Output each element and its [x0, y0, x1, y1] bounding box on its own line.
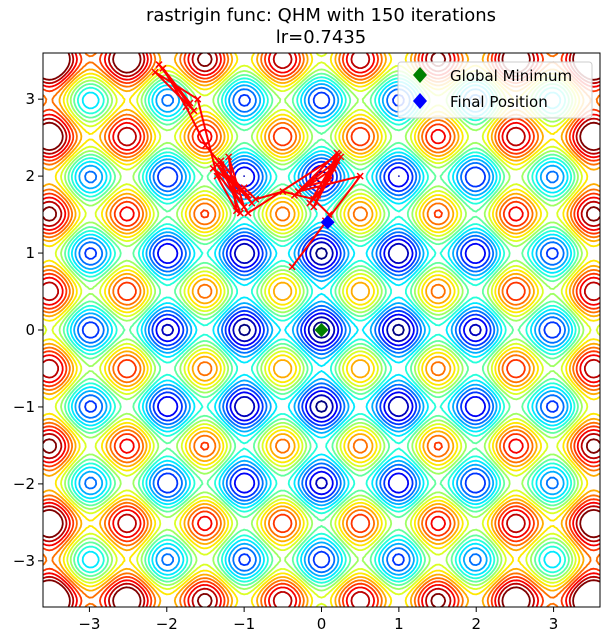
x-axis: −3 −2 −1 0 1 2 3	[78, 607, 558, 633]
contour-level	[155, 164, 488, 496]
optimizer-path-line	[154, 63, 363, 268]
contour-level	[43, 53, 600, 607]
path-point-marker	[334, 151, 343, 159]
path-point-marker	[236, 209, 244, 217]
path-point-marker	[151, 68, 159, 76]
path-point-marker	[279, 187, 287, 196]
legend-global-minimum-label: Global Minimum	[450, 67, 572, 85]
x-tick-label: −2	[156, 615, 178, 633]
x-tick-label: 2	[471, 615, 481, 633]
path-point-marker	[329, 164, 337, 172]
chart-subtitle: lr=0.7435	[276, 27, 366, 48]
contour-level	[238, 247, 405, 413]
final-position-marker	[320, 215, 335, 230]
path-point-marker	[232, 207, 240, 215]
contour-level	[69, 79, 574, 581]
path-point-marker	[290, 191, 298, 199]
y-tick-label: −1	[13, 398, 35, 416]
path-point-marker	[159, 64, 167, 72]
legend-final-position-marker	[413, 93, 427, 109]
path-point-marker	[182, 103, 190, 111]
contour-level	[77, 86, 566, 574]
y-tick-label: −3	[13, 552, 35, 570]
x-tick-label: 1	[394, 615, 404, 633]
contour-level	[81, 91, 562, 569]
path-point-marker	[232, 187, 240, 196]
x-tick-label: −3	[78, 615, 100, 633]
path-point-marker	[325, 176, 333, 184]
path-point-marker	[298, 184, 306, 192]
contour-level	[62, 72, 581, 588]
path-point-marker	[240, 203, 248, 211]
global-minimum-marker	[314, 323, 329, 337]
path-point-marker	[217, 161, 225, 169]
path-point-marker	[240, 184, 248, 192]
path-point-marker	[221, 168, 229, 176]
point-markers	[314, 215, 335, 337]
x-tick-label: 0	[317, 615, 327, 633]
x-tick-label: 3	[549, 615, 559, 633]
contour-level	[58, 68, 585, 592]
path-point-marker	[252, 195, 260, 203]
contour-level	[66, 76, 577, 584]
y-tick-label: 2	[25, 167, 35, 185]
path-point-marker	[194, 95, 202, 103]
path-point-marker	[213, 172, 221, 180]
contour-level	[43, 53, 600, 607]
y-tick-label: 1	[25, 244, 35, 262]
path-point-marker	[190, 107, 198, 115]
path-point-marker	[244, 209, 252, 217]
contour-level	[161, 170, 482, 490]
y-axis: −3 −2 −1 0 1 2 3	[13, 90, 43, 570]
y-tick-label: 0	[25, 321, 35, 339]
legend-global-minimum-marker	[413, 67, 427, 83]
path-point-marker	[333, 157, 341, 165]
x-tick-label: −1	[233, 615, 255, 633]
y-tick-label: −2	[13, 475, 35, 493]
legend-final-position-label: Final Position	[450, 93, 548, 111]
path-point-marker	[288, 263, 296, 271]
path-point-marker	[209, 164, 217, 172]
y-tick-label: 3	[25, 90, 35, 108]
path-point-marker	[244, 191, 252, 199]
path-point-marker	[356, 172, 364, 180]
chart-title: rastrigin func: QHM with 150 iterations	[146, 5, 496, 26]
legend: Global Minimum Final Position	[397, 61, 593, 119]
path-point-marker	[201, 141, 209, 149]
legend-box	[397, 61, 593, 119]
path-point-marker	[225, 153, 233, 161]
contour-level	[43, 53, 600, 607]
path-point-marker	[310, 195, 318, 203]
